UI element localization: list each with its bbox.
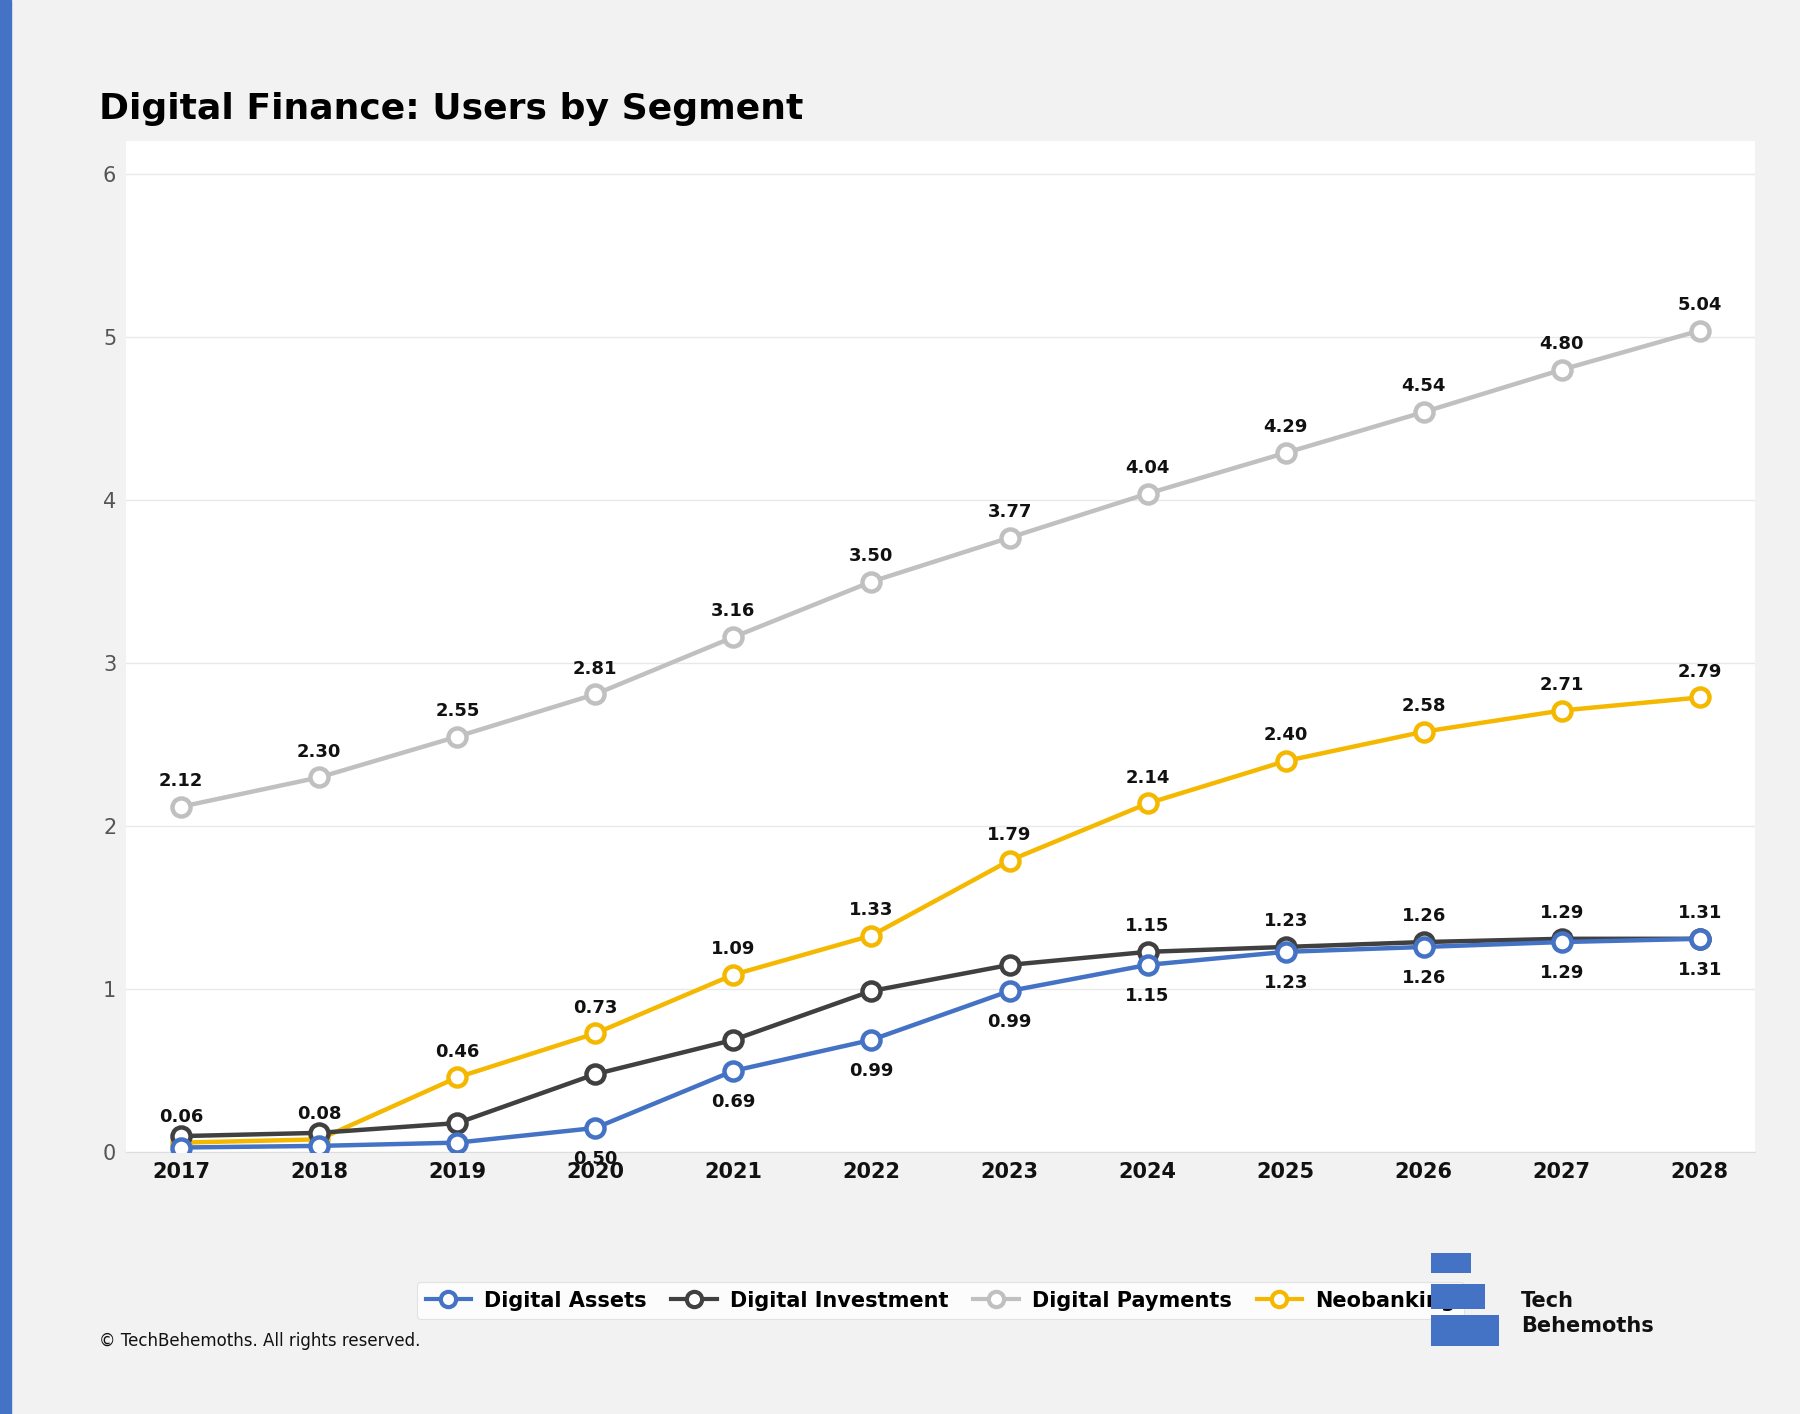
- Text: 1.09: 1.09: [711, 940, 756, 959]
- Digital Payments: [860, 573, 882, 590]
- Text: Tech
Behemoths: Tech Behemoths: [1521, 1291, 1654, 1336]
- Digital Payments: [308, 769, 329, 786]
- Digital Payments: [722, 629, 743, 646]
- Text: 1.79: 1.79: [988, 826, 1031, 844]
- Digital Investment: [1552, 930, 1573, 947]
- Digital Assets: [1274, 943, 1296, 960]
- Text: 1.15: 1.15: [1125, 987, 1170, 1005]
- Text: 2.58: 2.58: [1402, 697, 1445, 715]
- Text: 4.80: 4.80: [1539, 335, 1584, 354]
- Text: 0.69: 0.69: [711, 1093, 756, 1111]
- Text: 2.81: 2.81: [572, 659, 617, 677]
- Digital Payments: [1413, 403, 1435, 420]
- Text: 1.23: 1.23: [1264, 912, 1309, 930]
- Digital Assets: [1138, 956, 1159, 973]
- Digital Payments: [1688, 322, 1710, 339]
- Text: 1.23: 1.23: [1264, 974, 1309, 993]
- Text: 3.50: 3.50: [850, 547, 893, 566]
- Neobanking: [1688, 689, 1710, 706]
- Digital Payments: [171, 799, 193, 816]
- Neobanking: [1274, 752, 1296, 769]
- Digital Assets: [860, 1031, 882, 1048]
- Digital Investment: [860, 983, 882, 1000]
- Line: Digital Assets: Digital Assets: [173, 930, 1708, 1157]
- Neobanking: [308, 1131, 329, 1148]
- Text: 3.77: 3.77: [988, 503, 1031, 520]
- Line: Digital Investment: Digital Investment: [173, 930, 1708, 1145]
- Text: 2.40: 2.40: [1264, 727, 1309, 744]
- Digital Payments: [446, 728, 468, 745]
- Digital Investment: [999, 956, 1021, 973]
- Text: 4.54: 4.54: [1402, 378, 1445, 396]
- Digital Investment: [171, 1127, 193, 1144]
- Digital Assets: [1552, 933, 1573, 950]
- Neobanking: [722, 966, 743, 983]
- Digital Assets: [308, 1137, 329, 1154]
- Digital Assets: [446, 1134, 468, 1151]
- Text: 1.33: 1.33: [850, 901, 893, 919]
- Neobanking: [1552, 701, 1573, 718]
- Text: 2.14: 2.14: [1125, 769, 1170, 786]
- Text: 3.16: 3.16: [711, 602, 756, 621]
- Text: 1.26: 1.26: [1402, 969, 1445, 987]
- Neobanking: [1413, 723, 1435, 740]
- Text: Digital Finance: Users by Segment: Digital Finance: Users by Segment: [99, 92, 803, 126]
- Line: Digital Payments: Digital Payments: [173, 321, 1708, 816]
- Digital Investment: [722, 1031, 743, 1048]
- Line: Neobanking: Neobanking: [173, 689, 1708, 1151]
- Text: 4.04: 4.04: [1125, 460, 1170, 477]
- Digital Assets: [1413, 939, 1435, 956]
- Text: 1.31: 1.31: [1678, 904, 1723, 922]
- Text: 0.46: 0.46: [436, 1042, 479, 1060]
- Text: 0.99: 0.99: [850, 1062, 893, 1080]
- Text: 2.30: 2.30: [297, 742, 342, 761]
- Digital Investment: [585, 1066, 607, 1083]
- Text: 1.26: 1.26: [1402, 908, 1445, 925]
- Neobanking: [585, 1025, 607, 1042]
- Digital Investment: [308, 1124, 329, 1141]
- Text: 0.08: 0.08: [297, 1104, 342, 1123]
- Digital Assets: [1688, 930, 1710, 947]
- Digital Investment: [1138, 943, 1159, 960]
- Digital Payments: [1274, 444, 1296, 461]
- Neobanking: [171, 1134, 193, 1151]
- Text: 0.73: 0.73: [572, 998, 617, 1017]
- Text: 1.29: 1.29: [1539, 964, 1584, 983]
- Neobanking: [1138, 795, 1159, 812]
- Digital Assets: [999, 983, 1021, 1000]
- Digital Investment: [1274, 939, 1296, 956]
- Text: 4.29: 4.29: [1264, 419, 1309, 436]
- Digital Payments: [999, 529, 1021, 546]
- Text: 2.79: 2.79: [1678, 663, 1723, 680]
- Text: © TechBehemoths. All rights reserved.: © TechBehemoths. All rights reserved.: [99, 1332, 421, 1350]
- Digital Assets: [722, 1062, 743, 1079]
- Text: 0.99: 0.99: [988, 1014, 1031, 1031]
- Text: 1.15: 1.15: [1125, 918, 1170, 935]
- Digital Investment: [446, 1114, 468, 1131]
- Text: 1.31: 1.31: [1678, 962, 1723, 978]
- Text: 2.12: 2.12: [158, 772, 203, 790]
- Digital Payments: [585, 686, 607, 703]
- Neobanking: [446, 1069, 468, 1086]
- Text: 5.04: 5.04: [1678, 296, 1723, 314]
- Neobanking: [999, 853, 1021, 870]
- Text: 2.71: 2.71: [1539, 676, 1584, 694]
- Text: 1.29: 1.29: [1539, 904, 1584, 922]
- Digital Investment: [1413, 933, 1435, 950]
- Text: 0.50: 0.50: [572, 1150, 617, 1168]
- Digital Payments: [1138, 485, 1159, 502]
- Digital Assets: [585, 1120, 607, 1137]
- Digital Assets: [171, 1140, 193, 1157]
- Neobanking: [860, 928, 882, 945]
- Digital Payments: [1552, 361, 1573, 378]
- Text: 0.06: 0.06: [158, 1109, 203, 1126]
- Digital Investment: [1688, 930, 1710, 947]
- Text: 2.55: 2.55: [436, 701, 479, 720]
- Legend: Digital Assets, Digital Investment, Digital Payments, Neobanking: Digital Assets, Digital Investment, Digi…: [418, 1282, 1463, 1319]
